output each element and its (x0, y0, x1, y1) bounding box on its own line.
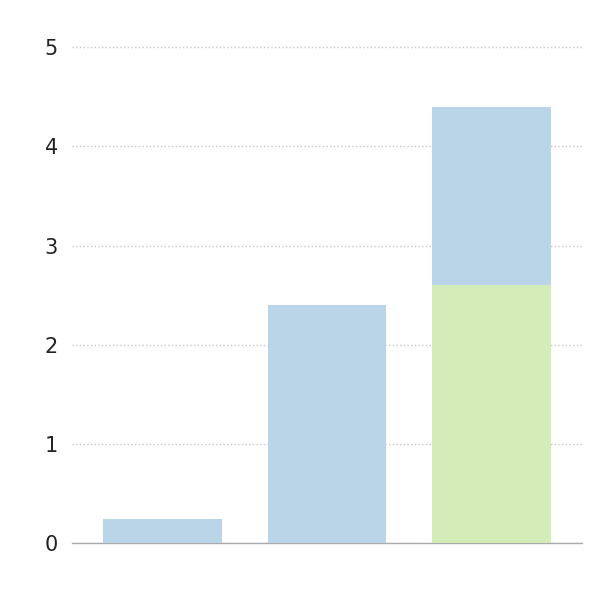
Bar (432, 107, 551, 285)
Bar (103, 519, 222, 543)
Bar (432, 285, 551, 543)
Bar (268, 305, 386, 543)
